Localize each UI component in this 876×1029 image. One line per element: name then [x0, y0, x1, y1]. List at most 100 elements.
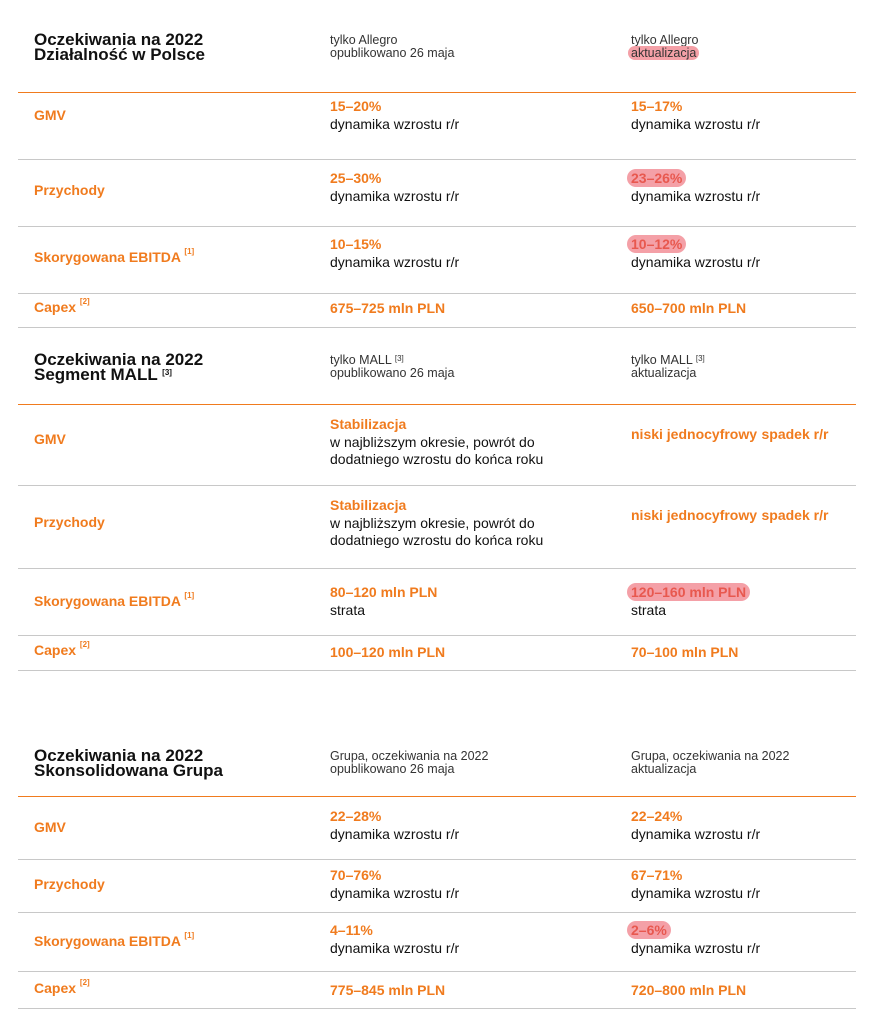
value: 80–120 mln PLN — [330, 584, 438, 600]
cell-update: 70–100 mln PLN — [631, 643, 738, 662]
footnote-marker: [1] — [184, 591, 195, 600]
title-line-2: Segment MALL [3] — [34, 366, 203, 383]
value: spadek r/r — [761, 507, 829, 523]
cell-published: 25–30% dynamika wzrostu r/r — [330, 169, 459, 205]
cell-update: 720–800 mln PLN — [631, 981, 746, 1000]
cell-published: Stabilizacja w najbliższym okresie, powr… — [330, 415, 543, 468]
value: 22–24% — [631, 808, 683, 824]
highlighted-value: 2–6% — [627, 921, 671, 939]
highlighted-value: 10–12% — [627, 235, 687, 253]
value: 22–28% — [330, 808, 382, 824]
column-header-text: tylko MALL — [330, 353, 392, 367]
row-label: Capex [2] — [34, 978, 90, 996]
value: spadek r/r — [761, 426, 829, 442]
value-description: w najbliższym okresie, powrót do — [330, 515, 535, 531]
value: 67–71% — [631, 867, 683, 883]
value-description: dynamika wzrostu r/r — [330, 885, 460, 901]
footnote-marker: [1] — [184, 247, 195, 256]
table-row-revenue: Przychody Stabilizacja w najbliższym okr… — [18, 486, 856, 569]
table-row-revenue: Przychody 25–30% dynamika wzrostu r/r 23… — [18, 160, 856, 227]
footnote-marker: [3] — [695, 354, 705, 363]
cell-update: niski jednocyfrowy spadek r/r — [631, 425, 828, 444]
column-header-line-2: aktualizacja — [631, 366, 697, 380]
row-label: Capex [2] — [34, 297, 90, 315]
column-header-line-1: tylko Allegro — [330, 33, 398, 47]
highlighted-value: 23–26% — [627, 169, 687, 187]
section-mall: Oczekiwania na 2022 Segment MALL [3] tyl… — [18, 350, 856, 671]
table-row-adjusted-ebitda: Skorygowana EBITDA [1] 80–120 mln PLN st… — [18, 569, 856, 636]
value-description: dynamika wzrostu r/r — [330, 940, 460, 956]
footnote-marker: [1] — [184, 931, 195, 940]
section-header: Oczekiwania na 2022 Działalność w Polsce… — [18, 30, 856, 93]
cell-published: 100–120 mln PLN — [330, 643, 445, 662]
row-label: Skorygowana EBITDA [1] — [34, 931, 195, 949]
value-description: strata — [631, 602, 667, 618]
cell-published: 4–11% dynamika wzrostu r/r — [330, 921, 459, 957]
cell-update: 10–12% dynamika wzrostu r/r — [627, 235, 761, 271]
value: 70–76% — [330, 867, 382, 883]
title-line-2: Działalność w Polsce — [34, 45, 206, 64]
highlighted-value: 120–160 mln PLN — [627, 583, 751, 601]
title-line-1: Oczekiwania na 2022 — [34, 746, 204, 765]
table-row-gmv: GMV Stabilizacja w najbliższym okresie, … — [18, 405, 856, 486]
row-label: GMV — [34, 107, 66, 123]
footnote-marker: [2] — [79, 640, 90, 649]
row-label: Capex [2] — [34, 640, 90, 658]
cell-update: niski jednocyfrowy spadek r/r — [631, 506, 828, 525]
column-header-published: tylko MALL [3] opublikowano 26 maja — [330, 354, 454, 380]
footnote-marker: [3] — [162, 368, 172, 377]
column-header-update: tylko Allegro aktualizacja — [628, 33, 700, 60]
value-description: dynamika wzrostu r/r — [631, 116, 761, 132]
column-header-line-2: opublikowano 26 maja — [330, 46, 455, 60]
title-line-1: Oczekiwania na 2022 — [34, 30, 204, 49]
row-label-text: Capex — [34, 980, 77, 996]
table-row-capex: Capex [2] 775–845 mln PLN 720–800 mln PL… — [18, 972, 856, 1009]
section-header: Oczekiwania na 2022 Segment MALL [3] tyl… — [18, 350, 856, 405]
footnote-marker: [2] — [79, 297, 90, 306]
value-description: strata — [330, 602, 366, 618]
cell-published: 80–120 mln PLN strata — [330, 583, 437, 619]
column-header-line-1: tylko MALL [3] — [631, 354, 705, 367]
row-label: GMV — [34, 431, 66, 447]
value: 675–725 mln PLN — [330, 300, 446, 316]
row-label-text: Skorygowana EBITDA — [34, 249, 181, 265]
value: 650–700 mln PLN — [631, 300, 747, 316]
title-line-2: Skonsolidowana Grupa — [34, 761, 223, 780]
row-label: GMV — [34, 819, 66, 835]
value: 775–845 mln PLN — [330, 982, 446, 998]
value: niski jednocyfrowy — [631, 426, 758, 442]
column-header-line-1: tylko Allegro — [631, 33, 699, 47]
column-header-line-1: Grupa, oczekiwania na 2022 — [330, 749, 489, 763]
section-title: Oczekiwania na 2022 Segment MALL [3] — [34, 350, 204, 383]
cell-update: 15–17% dynamika wzrostu r/r — [631, 97, 760, 133]
value: 25–30% — [330, 170, 382, 186]
section-header: Oczekiwania na 2022 Skonsolidowana Grupa… — [18, 746, 856, 797]
row-label: Przychody — [34, 876, 105, 892]
column-header-published: Grupa, oczekiwania na 2022 opublikowano … — [330, 750, 488, 776]
table-row-gmv: GMV 15–20% dynamika wzrostu r/r 15–17% d… — [18, 93, 856, 160]
title-line-1: Oczekiwania na 2022 — [34, 350, 204, 369]
cell-update: 67–71% dynamika wzrostu r/r — [631, 866, 760, 902]
cell-update: 650–700 mln PLN — [631, 299, 746, 318]
row-label: Przychody — [34, 182, 105, 198]
table-row-adjusted-ebitda: Skorygowana EBITDA [1] 10–15% dynamika w… — [18, 227, 856, 294]
column-header-update: tylko MALL [3] aktualizacja — [631, 354, 705, 380]
cell-published: 22–28% dynamika wzrostu r/r — [330, 807, 459, 843]
value-description: dynamika wzrostu r/r — [631, 254, 761, 270]
value: niski jednocyfrowy — [631, 507, 758, 523]
column-header-line-2: opublikowano 26 maja — [330, 762, 455, 776]
column-header-text: tylko MALL — [631, 353, 693, 367]
table-row-gmv: GMV 22–28% dynamika wzrostu r/r 22–24% d… — [18, 797, 856, 860]
footnote-marker: [2] — [79, 978, 90, 987]
value: 720–800 mln PLN — [631, 982, 747, 998]
column-header-line-2: opublikowano 26 maja — [330, 366, 455, 380]
value: 100–120 mln PLN — [330, 644, 446, 660]
value-description: dynamika wzrostu r/r — [631, 885, 761, 901]
section-title: Oczekiwania na 2022 Skonsolidowana Grupa — [34, 746, 223, 780]
row-label: Skorygowana EBITDA [1] — [34, 247, 195, 265]
value: 10–15% — [330, 236, 382, 252]
value-description: dynamika wzrostu r/r — [330, 116, 460, 132]
value-description: dodatniego wzrostu do końca roku — [330, 532, 544, 548]
table-row-capex: Capex [2] 675–725 mln PLN 650–700 mln PL… — [18, 294, 856, 328]
value: Stabilizacja — [330, 497, 407, 513]
